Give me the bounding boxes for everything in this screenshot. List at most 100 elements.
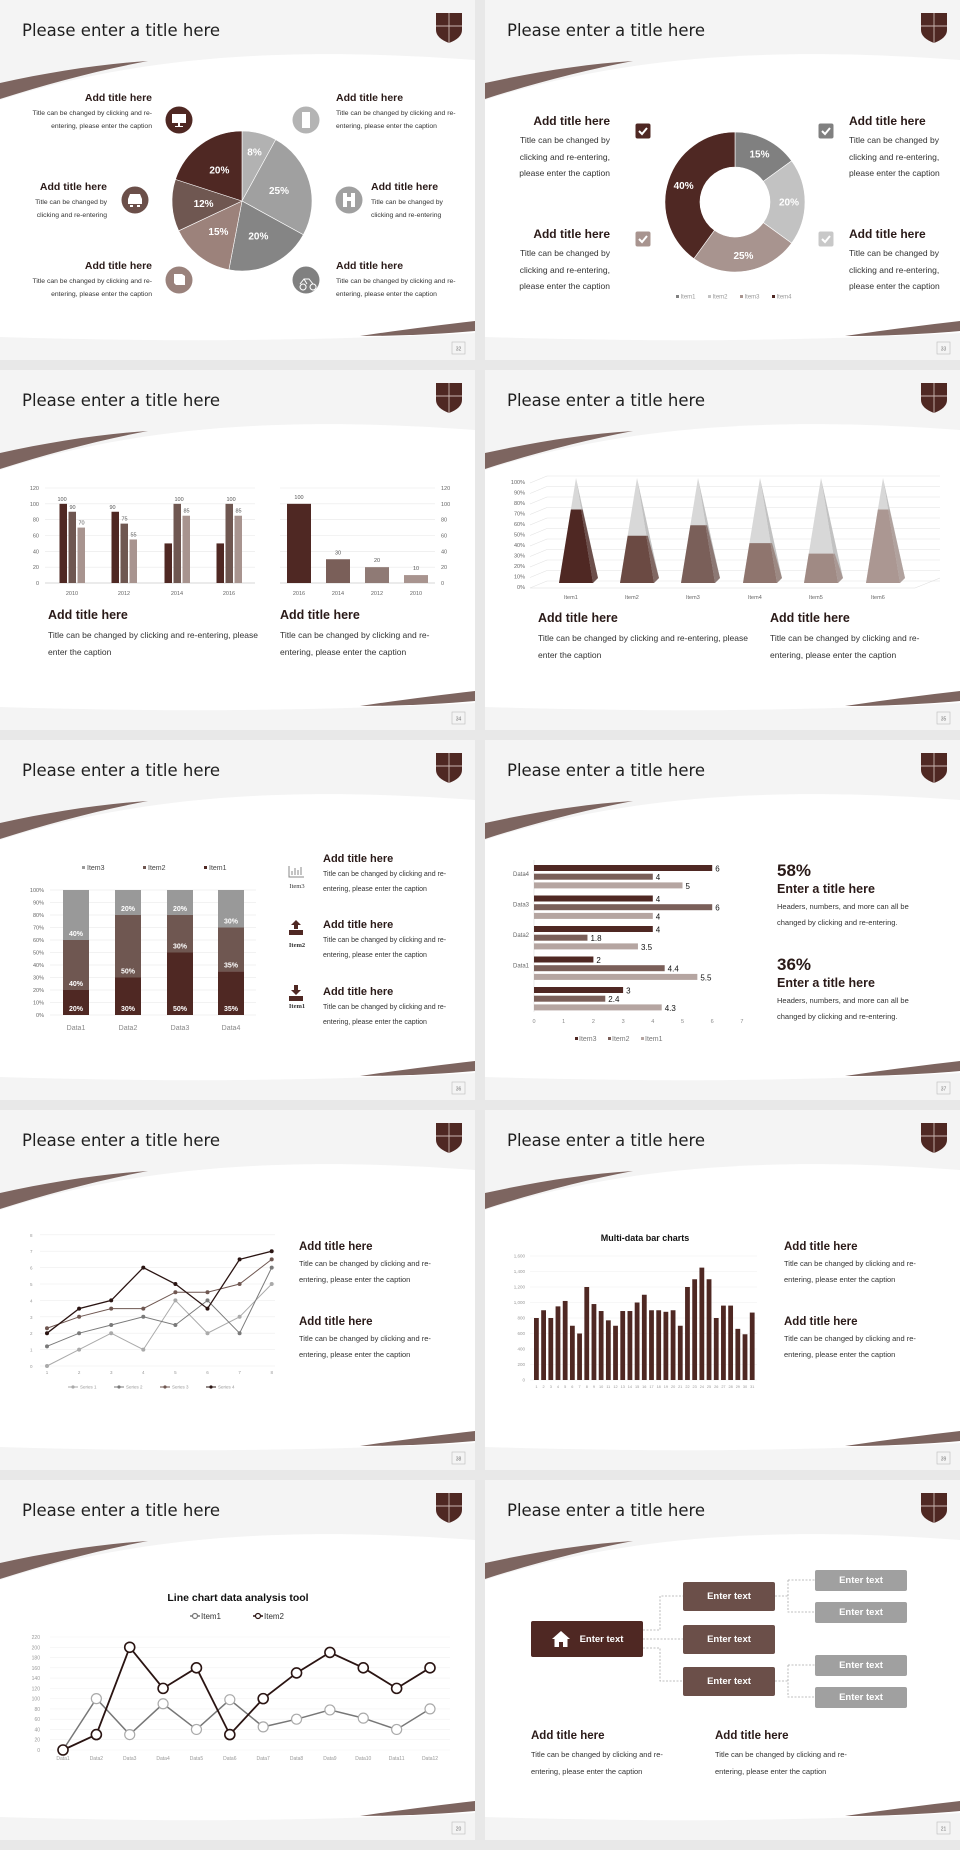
- slide-title: Please enter a title here: [507, 391, 706, 410]
- mid-node[interactable]: Enter text: [683, 1667, 775, 1696]
- block-caption: Title can be changed by clicking and re-…: [280, 630, 430, 657]
- slide-20[interactable]: 20 Line chart data analysis tool Item1 Ite…: [0, 1480, 475, 1840]
- data-point: [269, 1249, 274, 1254]
- binoculars-icon: [343, 193, 355, 207]
- text-block: Add title here Title can be changed by cl…: [538, 611, 750, 664]
- text-block: Add title here Title can be changed by cl…: [336, 92, 461, 133]
- data-point: [290, 1713, 303, 1725]
- tick-label: 60: [34, 1717, 40, 1723]
- bar: [534, 895, 653, 902]
- category-label: Data1: [56, 1756, 70, 1762]
- tick-label: 0: [37, 1748, 40, 1754]
- bar-segment: [218, 971, 244, 1015]
- category-label: Item4: [748, 595, 762, 601]
- page-number-box: [936, 1821, 951, 1835]
- category-label: 2010: [410, 591, 422, 597]
- tick-label: 6: [206, 1370, 209, 1375]
- slide-36[interactable]: 36 0% 10% 20% 30% 40% 50% 60% 70% 80% 90% 100% 20% 4…: [0, 740, 475, 1100]
- leaf-node[interactable]: Enter text: [815, 1655, 907, 1676]
- leaf-node[interactable]: Enter text: [815, 1687, 907, 1708]
- slide-32[interactable]: 32 8% 25% 20% 15% 12% 20% Please enter a title…: [0, 0, 475, 360]
- category-label: Item2: [625, 595, 639, 601]
- tick-label: 40: [34, 1727, 40, 1733]
- data-point: [57, 1744, 69, 1756]
- data-label: 6: [715, 904, 720, 913]
- slide-33[interactable]: 33 15% 20% 25% 40% Item1 Item2 Item3 Item4 Pleas…: [485, 0, 960, 360]
- data-point: [237, 1257, 242, 1262]
- tick-label: 30%: [33, 976, 44, 982]
- legend-label: Item4: [777, 295, 793, 301]
- book-icon: [174, 274, 185, 285]
- tick-label: 800: [517, 1316, 525, 1321]
- slide-38[interactable]: 38 0 1 2 3 4 5 6 7 8 1 2 3 4 5 6 7 8 Series 1 Series 2 Seri…: [0, 1110, 475, 1470]
- slide-39[interactable]: 39 Multi-data bar charts 0 200 400 600 800 1,0…: [485, 1110, 960, 1470]
- swoosh-top: [485, 431, 633, 469]
- mid-node[interactable]: Enter text: [683, 1625, 775, 1654]
- tick-label: 80: [34, 1707, 40, 1713]
- category-label: 25: [707, 1385, 711, 1389]
- block-caption: Title can be changed by clicking and re-…: [519, 135, 610, 178]
- tick-label: 1,000: [514, 1300, 526, 1305]
- root-node[interactable]: Enter text: [531, 1621, 643, 1657]
- legend-marker: [163, 1385, 167, 1389]
- check-mark-icon: [821, 235, 831, 244]
- connector-line: [775, 1664, 815, 1698]
- category-label: Data2: [90, 1756, 104, 1762]
- gridline: [529, 538, 548, 547]
- text-block: Add title here Title can be changed by cl…: [21, 181, 107, 222]
- data-label: 15%: [750, 149, 770, 160]
- bar: [534, 965, 665, 972]
- data-label: 4.4: [668, 965, 680, 974]
- data-label: 20%: [248, 231, 268, 242]
- block-title: Add title here: [48, 608, 128, 622]
- leaf-node[interactable]: Enter text: [815, 1602, 907, 1623]
- category-label: 9: [593, 1385, 595, 1389]
- tick-label: 120: [441, 486, 450, 492]
- block-caption: Title can be changed by clicking and re-…: [323, 937, 447, 959]
- legend-label: Item1: [201, 1612, 222, 1621]
- tick-label: 100: [32, 1697, 41, 1703]
- block-caption: Title can be changed by clicking and re-…: [32, 110, 152, 130]
- shield-cross: [921, 383, 947, 413]
- block-caption: Title can be changed by clicking and re-…: [784, 1334, 916, 1359]
- monitor-icon: [172, 114, 186, 127]
- legend-label: Item3: [745, 295, 761, 301]
- slide-34[interactable]: 34 0 0 20 20 40 40 60 60 80 80 100 100 120 120 2010 100…: [0, 370, 475, 730]
- node-label: Enter text: [839, 1575, 883, 1586]
- leaf-node[interactable]: Enter text: [815, 1570, 907, 1591]
- bar: [129, 539, 137, 583]
- slide-21[interactable]: 21 Please enter a title here Enter text …: [485, 1480, 960, 1840]
- mid-node[interactable]: Enter text: [683, 1582, 775, 1611]
- tick-label: 120: [32, 1686, 41, 1692]
- data-point: [205, 1306, 210, 1311]
- data-point: [90, 1693, 102, 1705]
- data-point: [45, 1326, 49, 1331]
- data-label: 35%: [224, 962, 239, 969]
- node-label: Enter text: [839, 1607, 883, 1618]
- check-mark-icon: [638, 127, 648, 136]
- data-label: 12%: [194, 199, 214, 210]
- text-block: Add title here Title can be changed by cl…: [715, 1730, 870, 1780]
- tick-label: 80%: [33, 913, 44, 919]
- bar: [534, 956, 594, 963]
- text-block: Add title here Title can be changed by cl…: [323, 853, 455, 897]
- slide-35[interactable]: 35 0% 10% 20% 30% 40% 50% 60% 70% 80% 90% 100% Item…: [485, 370, 960, 730]
- gridline: [529, 475, 548, 484]
- series-line: [46, 1267, 273, 1347]
- block-title: Add title here: [84, 260, 152, 272]
- text-block: Add title here Title can be changed by cl…: [531, 1730, 686, 1780]
- tick-label: 200: [32, 1645, 41, 1651]
- pyramid-fill: [559, 509, 593, 583]
- bar: [534, 987, 624, 993]
- gridline: [529, 486, 548, 494]
- block-title: Add title here: [531, 1730, 605, 1742]
- block-caption: Title can be changed by clicking and re-…: [519, 248, 610, 291]
- category-label: Data2: [513, 933, 530, 939]
- category-label: Data2: [119, 1025, 138, 1032]
- bar: [534, 1318, 539, 1380]
- slide-37[interactable]: 37 0 1 2 3 4 5 6 7 3 2.4 4.3 2 4.4 5.5 Data1 4 1.8 3.5 Dat…: [485, 740, 960, 1100]
- tick-label: 0: [36, 581, 39, 587]
- legend-label: Series 3: [172, 1385, 189, 1390]
- tick-label: 1: [562, 1019, 565, 1025]
- gridline: [529, 570, 548, 578]
